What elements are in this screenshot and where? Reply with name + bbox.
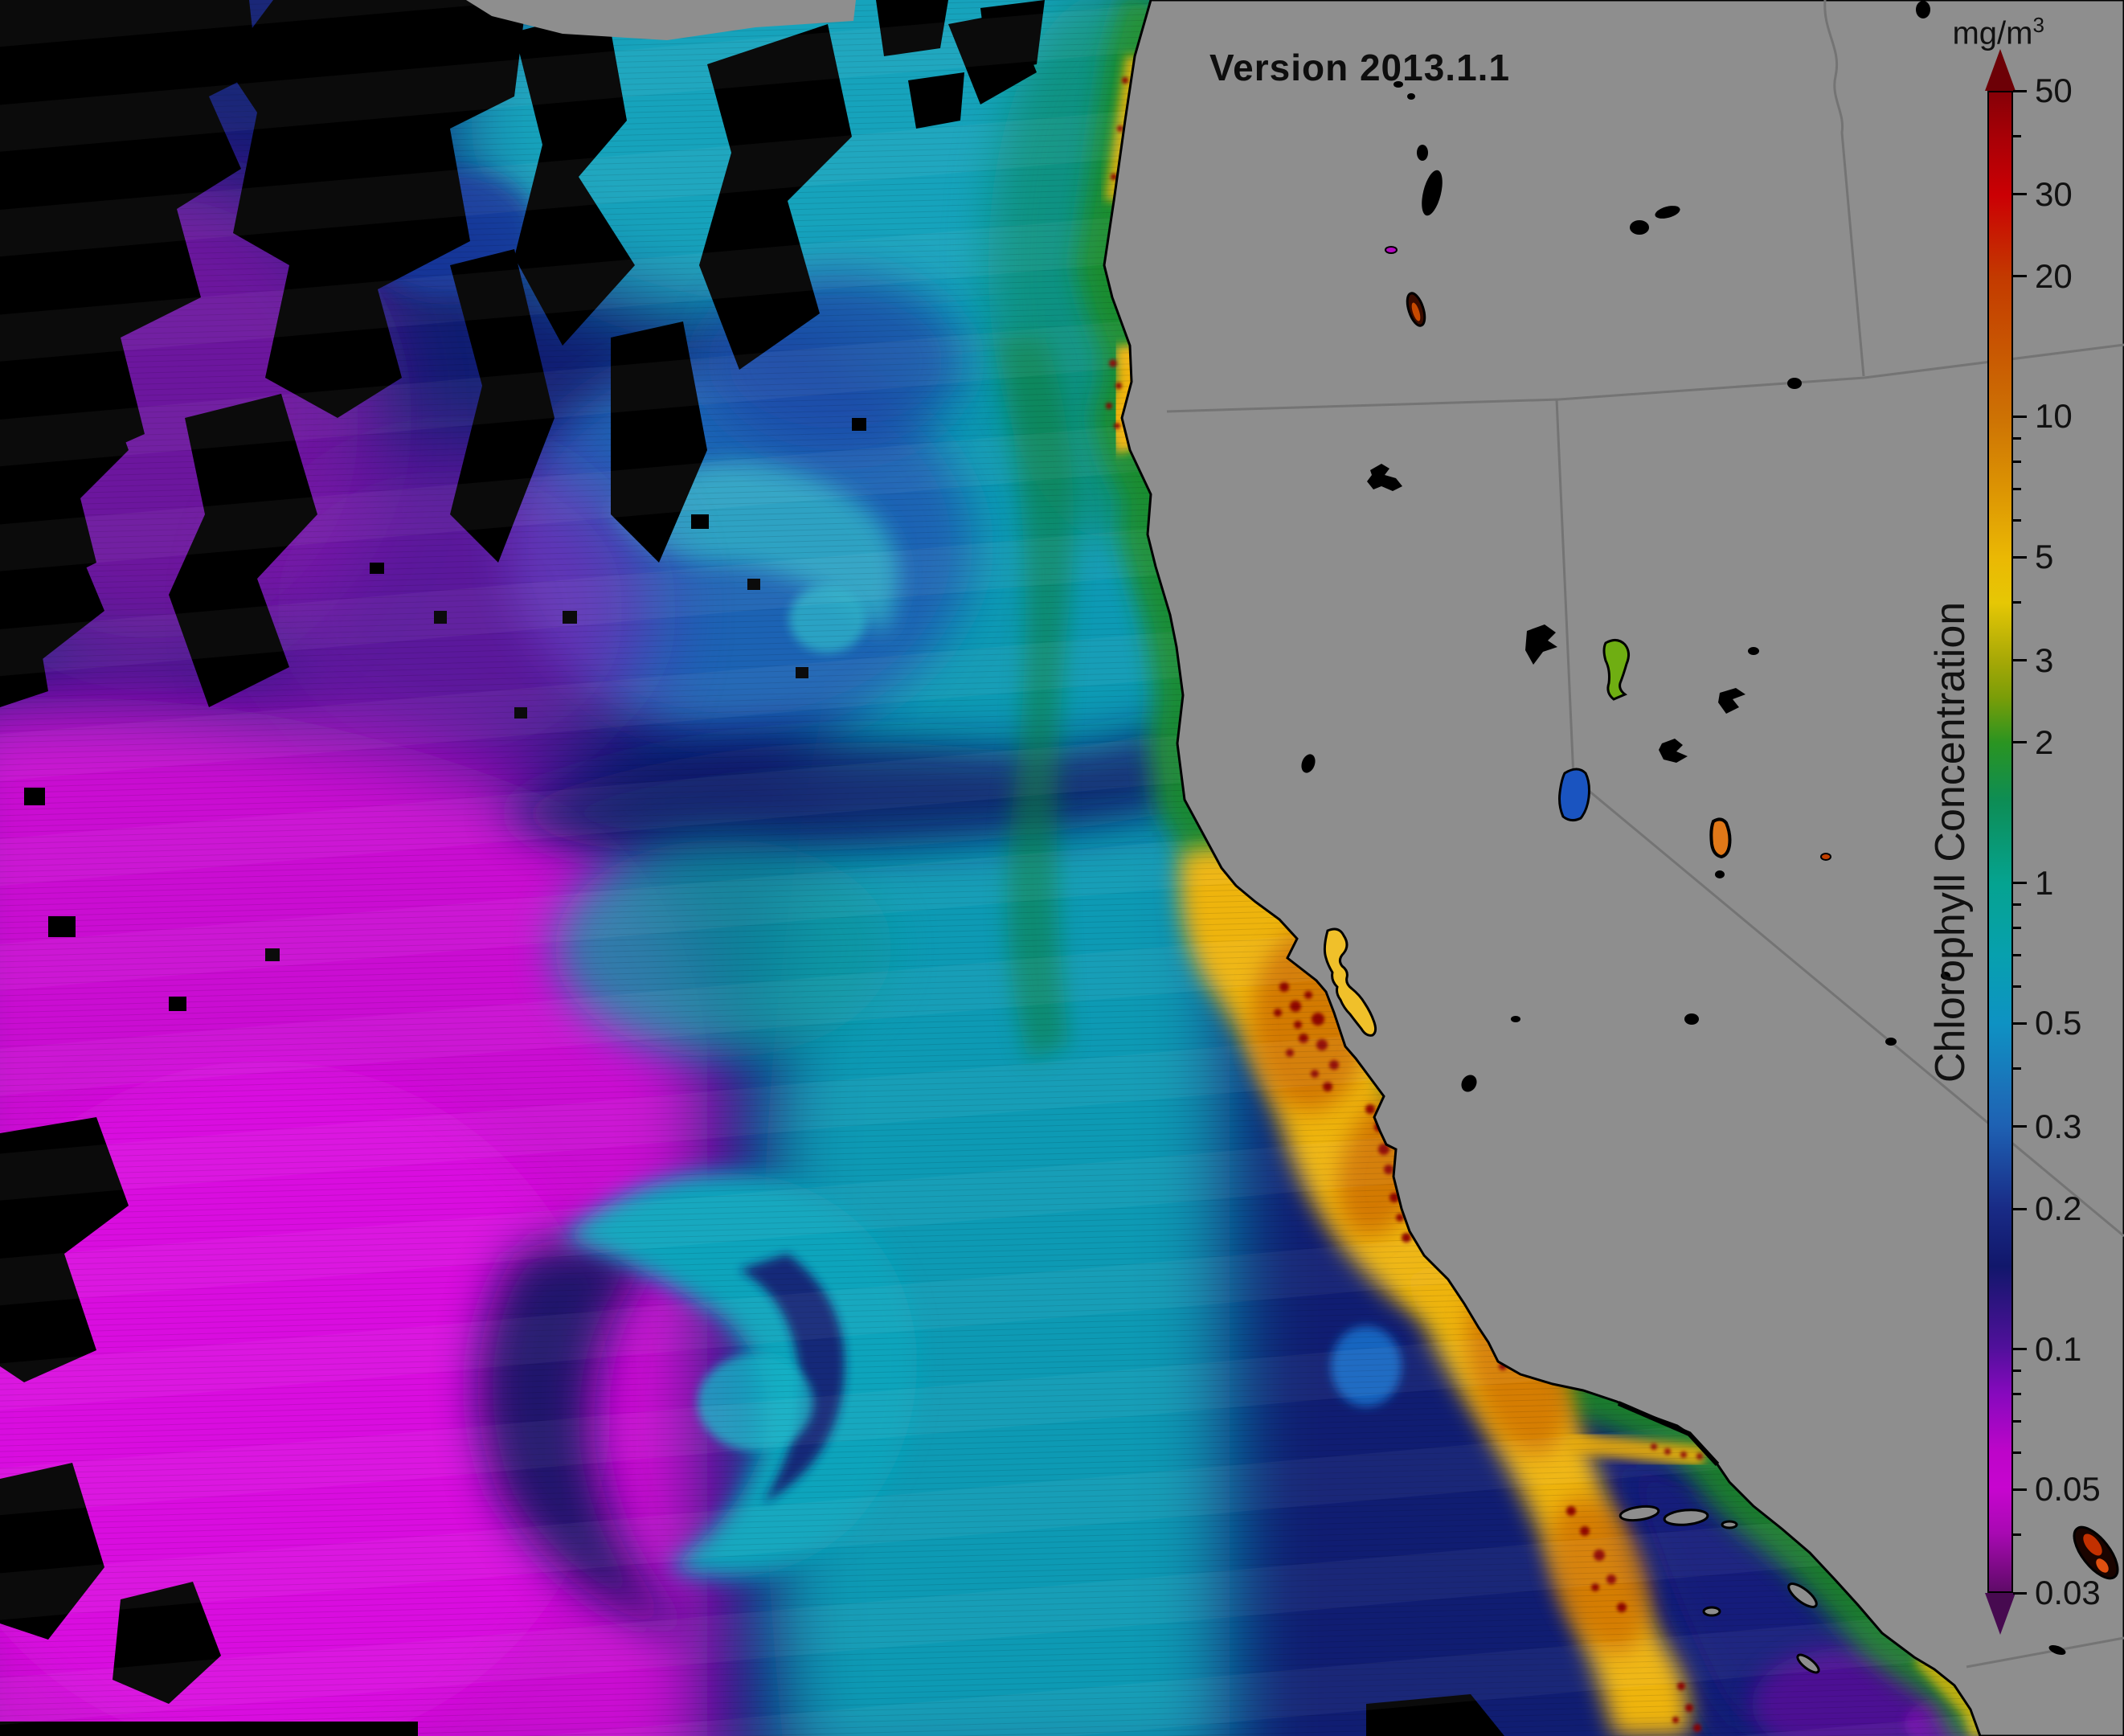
shasta-lake — [1367, 464, 1402, 491]
small-red-lake — [1820, 853, 1831, 861]
salton-sea-algae-1 — [2083, 1533, 2102, 1556]
lakes — [1301, 1, 2119, 1656]
coast-dark-fringe — [1617, 1401, 1720, 1467]
small-magenta-lake — [1385, 246, 1398, 254]
goose-lake-algae — [1411, 302, 1421, 321]
land-mass — [1103, 0, 2124, 1736]
carson-sink — [1659, 739, 1688, 763]
klamath-small-lake — [1417, 145, 1428, 161]
channel-islands — [1619, 1505, 1820, 1674]
clear-lake — [1301, 754, 1316, 773]
pyramid-lake — [1602, 639, 1631, 701]
salton-sea-algae-2 — [2096, 1558, 2109, 1573]
walker-lake — [1709, 817, 1732, 859]
humboldt-sink — [1718, 688, 1745, 714]
mono-lake — [1684, 1013, 1699, 1025]
bay-water-high-chlorophyll — [1323, 927, 1377, 1037]
border-oregon-idaho — [1823, 0, 1865, 377]
land — [1103, 0, 2124, 1736]
minor-lakes — [1393, 1, 2066, 1656]
honey-lake — [1525, 624, 1557, 665]
san-francisco-bay — [1323, 927, 1377, 1037]
border-us-mexico — [1966, 1636, 2124, 1668]
swath-edge-gray-wedge — [466, 0, 856, 40]
lake-tahoe — [1558, 768, 1590, 822]
upper-klamath-lake — [1422, 170, 1443, 216]
